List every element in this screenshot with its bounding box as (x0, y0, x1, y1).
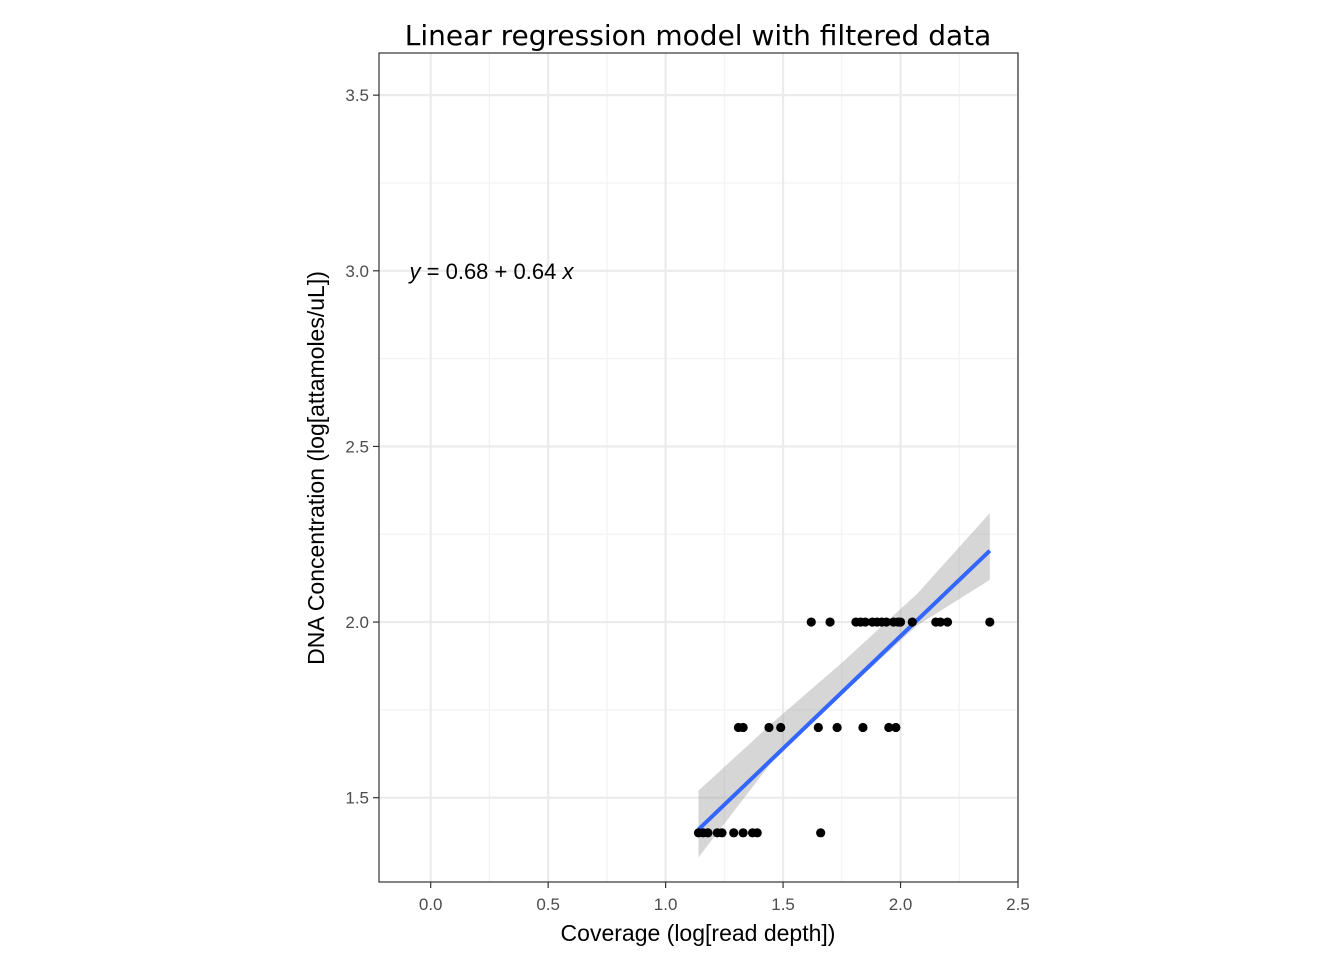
regression-equation: y = 0.68 + 0.64 x (408, 259, 575, 284)
data-point (985, 617, 995, 627)
data-point (738, 828, 748, 838)
data-point (907, 617, 917, 627)
data-point (717, 828, 727, 838)
data-point (832, 722, 842, 733)
regression-line-layer (697, 549, 992, 831)
data-point (752, 828, 762, 838)
confidence-band (698, 513, 990, 858)
data-point (813, 722, 823, 733)
equation-coefficients: = 0.68 + 0.64 (421, 259, 563, 284)
chart-title: Linear regression model with filtered da… (405, 19, 992, 52)
data-point (703, 828, 713, 838)
data-point (764, 722, 774, 733)
y-tick-label: 3.0 (345, 262, 369, 281)
data-point (895, 617, 906, 627)
data-point (858, 722, 868, 733)
y-axis-title: DNA Concentration (log[attamoles/uL]) (303, 271, 329, 665)
data-point (942, 617, 953, 627)
x-tick-label: 2.5 (1006, 895, 1030, 914)
y-axis-ticks: 1.5 2.0 2.5 3.0 3.5 (345, 86, 379, 808)
equation-y-variable: y (408, 259, 423, 284)
regression-line (697, 549, 992, 831)
panel-border (378, 52, 1019, 883)
x-tick-label: 0.5 (536, 895, 560, 914)
data-point (860, 617, 870, 627)
data-point (776, 722, 786, 733)
y-tick-label: 3.5 (345, 86, 369, 105)
data-point (935, 617, 946, 627)
data-point (881, 617, 892, 627)
data-point (891, 722, 901, 733)
y-tick-label: 1.5 (345, 789, 369, 808)
x-axis-title: Coverage (log[read depth]) (561, 920, 836, 946)
data-point (729, 828, 739, 838)
data-point (806, 617, 816, 627)
y-tick-label: 2.5 (345, 437, 369, 456)
data-point (884, 722, 894, 733)
data-point (825, 617, 835, 627)
major-gridlines (379, 53, 1020, 882)
confidence-band-area (698, 513, 990, 858)
data-points (693, 617, 995, 838)
x-tick-label: 1.5 (771, 895, 795, 914)
y-tick-label: 2.0 (345, 613, 369, 632)
equation-x-variable: x (561, 259, 574, 284)
data-point (816, 828, 826, 838)
minor-gridlines (379, 53, 1018, 882)
x-tick-label: 1.0 (654, 895, 678, 914)
x-axis-ticks: 0.0 0.5 1.0 1.5 2.0 2.5 (419, 882, 1030, 914)
data-point (738, 722, 748, 733)
x-tick-label: 0.0 (419, 895, 443, 914)
x-tick-label: 2.0 (889, 895, 913, 914)
